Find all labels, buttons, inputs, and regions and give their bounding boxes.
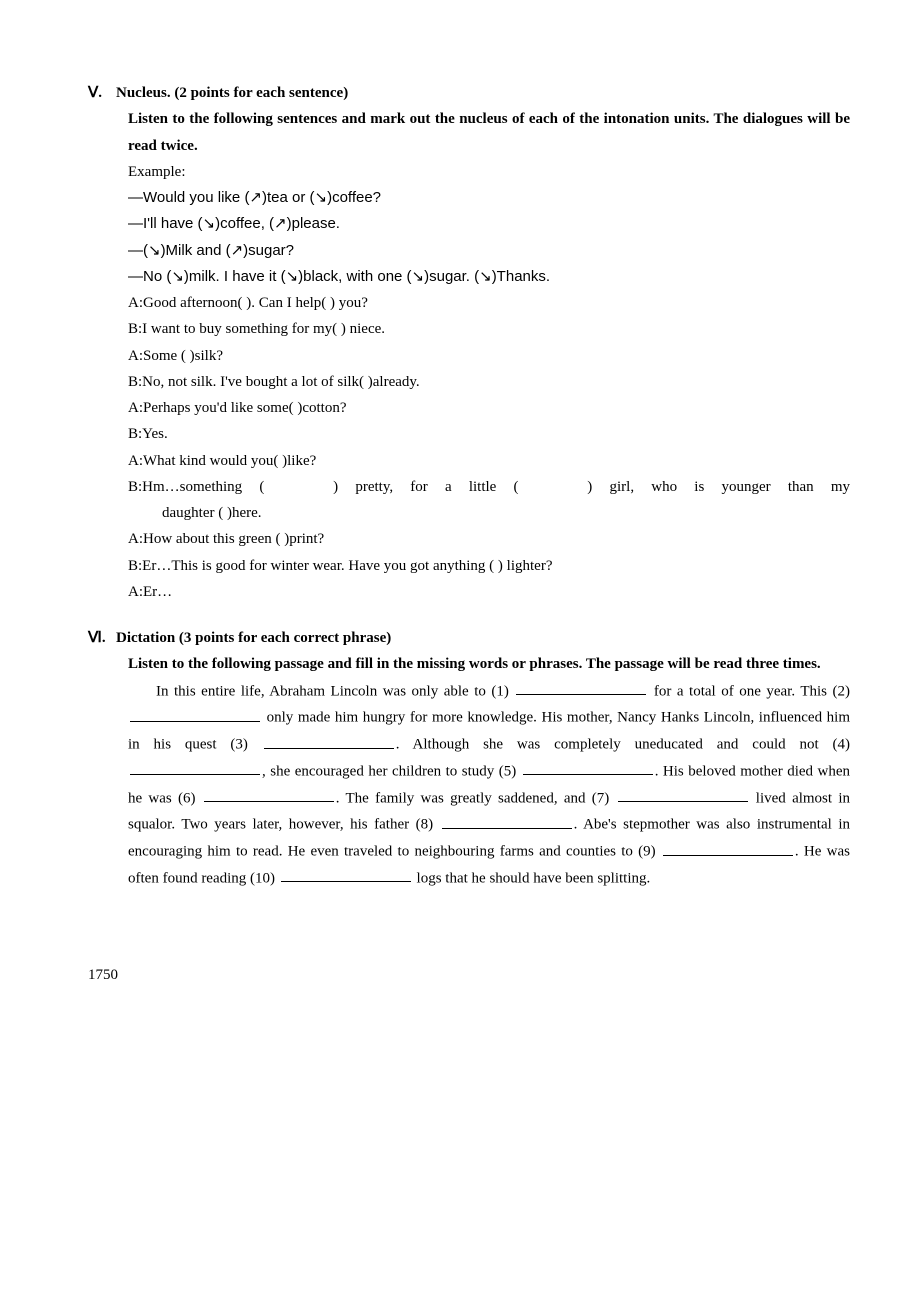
text: B:Hm…something ( <box>128 479 264 495</box>
text: , she encouraged her children to study (… <box>262 763 521 779</box>
text: . Although she was completely uneducated… <box>396 737 850 753</box>
section-5-title: Nucleus. (2 points for each sentence) <box>116 85 348 101</box>
dialogue-line: A:Er… <box>128 579 850 605</box>
blank-2[interactable] <box>130 704 260 722</box>
dialogue-line: A:Some ( )silk? <box>128 343 850 369</box>
section-6-header: Ⅵ.Dictation (3 points for each correct p… <box>88 625 850 651</box>
dialogue-line: B:Er…This is good for winter wear. Have … <box>128 553 850 579</box>
dictation-passage: In this entire life, Abraham Lincoln was… <box>88 678 850 892</box>
example-label: Example: <box>128 159 850 185</box>
dialogue-line: B:No, not silk. I've bought a lot of sil… <box>128 369 850 395</box>
page-number: 1750 <box>88 962 850 988</box>
text: ) girl, who is younger than my <box>587 479 850 495</box>
example-line: —(↘)Milk and (↗)sugar? <box>128 238 850 264</box>
blank-7[interactable] <box>618 785 748 803</box>
blank-10[interactable] <box>281 865 411 883</box>
blank-1[interactable] <box>516 678 646 696</box>
example-line: —I'll have (↘)coffee, (↗)please. <box>128 211 850 237</box>
blank-3[interactable] <box>264 731 394 749</box>
example-line: —No (↘)milk. I have it (↘)black, with on… <box>128 264 850 290</box>
blank-5[interactable] <box>523 758 653 776</box>
roman-numeral-6: Ⅵ. <box>88 625 116 651</box>
roman-numeral-5: Ⅴ. <box>88 80 116 106</box>
section-5-instruction: Listen to the following sentences and ma… <box>128 106 850 159</box>
text: ) pretty, for a little ( <box>333 479 518 495</box>
dialogue-line: A:Good afternoon( ). Can I help( ) you? <box>128 290 850 316</box>
dialogue-line-cont: daughter ( )here. <box>162 500 850 526</box>
blank-8[interactable] <box>442 811 572 829</box>
example-line: —Would you like (↗)tea or (↘)coffee? <box>128 185 850 211</box>
dialogue-line: A:What kind would you( )like? <box>128 448 850 474</box>
section-5-header: Ⅴ.Nucleus. (2 points for each sentence) <box>88 80 850 106</box>
blank-6[interactable] <box>204 785 334 803</box>
text: logs that he should have been splitting. <box>413 870 650 886</box>
section-6-instruction: Listen to the following passage and fill… <box>128 651 850 677</box>
text: In this entire life, Abraham Lincoln was… <box>156 683 514 699</box>
dialogue-line: B:Yes. <box>128 421 850 447</box>
dialogue-line: A:Perhaps you'd like some( )cotton? <box>128 395 850 421</box>
dialogue-line: A:How about this green ( )print? <box>128 526 850 552</box>
text: for a total of one year. This (2) <box>648 683 850 699</box>
blank-9[interactable] <box>663 838 793 856</box>
section-6-title: Dictation (3 points for each correct phr… <box>116 630 391 646</box>
dialogue-line-bhm: B:Hm…something ( ) pretty, for a little … <box>128 474 850 500</box>
dialogue-line: B:I want to buy something for my( ) niec… <box>128 316 850 342</box>
text: . The family was greatly saddened, and (… <box>336 790 616 806</box>
blank-4[interactable] <box>130 758 260 776</box>
